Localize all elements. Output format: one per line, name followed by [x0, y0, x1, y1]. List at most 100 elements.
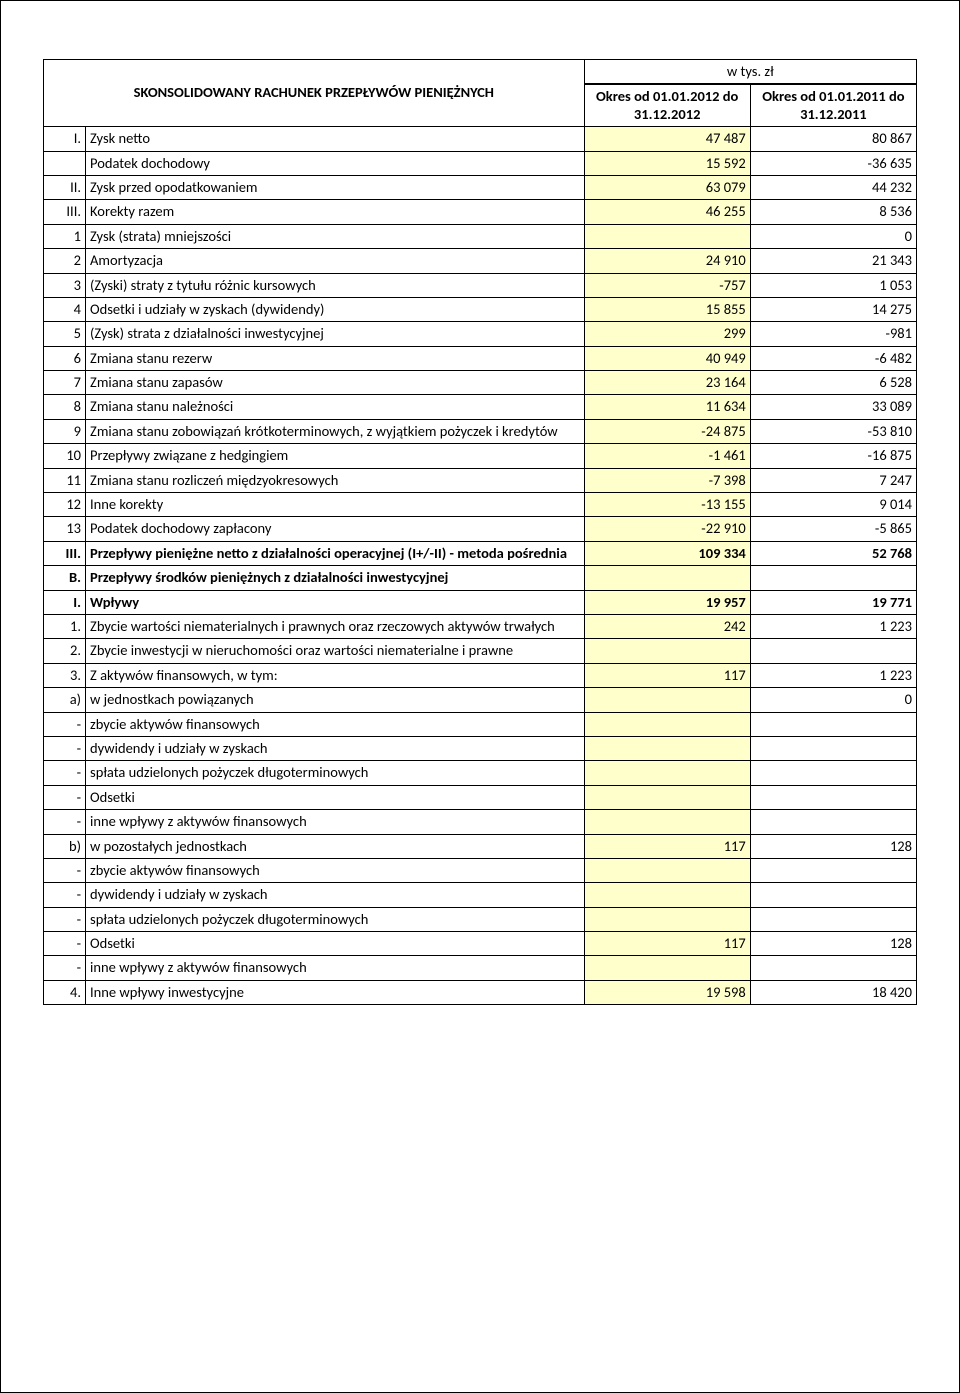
row-value-period1 — [584, 907, 750, 931]
row-label: Zmiana stanu zapasów — [86, 371, 585, 395]
row-value-period2: 18 420 — [750, 980, 916, 1004]
row-value-period1: 117 — [584, 932, 750, 956]
row-value-period1 — [584, 858, 750, 882]
row-index: 1 — [44, 224, 86, 248]
row-label: dywidendy i udziały w zyskach — [86, 736, 585, 760]
row-value-period1: 15 592 — [584, 151, 750, 175]
row-label: Zysk netto — [86, 127, 585, 151]
row-index: - — [44, 712, 86, 736]
row-label: Podatek dochodowy zapłacony — [86, 517, 585, 541]
row-index: 9 — [44, 419, 86, 443]
row-label: Przepływy pieniężne netto z działalności… — [86, 541, 585, 565]
row-index — [44, 151, 86, 175]
table-row: I.Wpływy19 95719 771 — [44, 590, 917, 614]
row-value-period1 — [584, 566, 750, 590]
row-index: B. — [44, 566, 86, 590]
row-label: (Zyski) straty z tytułu różnic kursowych — [86, 273, 585, 297]
row-label: Zbycie inwestycji w nieruchomości oraz w… — [86, 639, 585, 663]
row-index: 3. — [44, 663, 86, 687]
row-value-period2 — [750, 956, 916, 980]
row-value-period2: 128 — [750, 932, 916, 956]
row-value-period2: 21 343 — [750, 249, 916, 273]
row-index: - — [44, 932, 86, 956]
table-row: -zbycie aktywów finansowych — [44, 858, 917, 882]
table-row: 3(Zyski) straty z tytułu różnic kursowyc… — [44, 273, 917, 297]
table-row: 7Zmiana stanu zapasów23 1646 528 — [44, 371, 917, 395]
row-label: Inne wpływy inwestycyjne — [86, 980, 585, 1004]
period-2-header: Okres od 01.01.2011 do 31.12.2011 — [750, 84, 916, 126]
row-value-period1: 299 — [584, 322, 750, 346]
row-value-period2: -981 — [750, 322, 916, 346]
row-value-period1: -24 875 — [584, 419, 750, 443]
row-value-period1: 19 598 — [584, 980, 750, 1004]
row-label: Zbycie wartości niematerialnych i prawny… — [86, 614, 585, 638]
row-label: Odsetki — [86, 932, 585, 956]
row-value-period1 — [584, 761, 750, 785]
row-index: 4 — [44, 297, 86, 321]
row-value-period2: 1 223 — [750, 663, 916, 687]
row-label: Zmiana stanu zobowiązań krótkoterminowyc… — [86, 419, 585, 443]
row-label: Inne korekty — [86, 493, 585, 517]
table-row: -Odsetki — [44, 785, 917, 809]
table-row: b)w pozostałych jednostkach117128 — [44, 834, 917, 858]
row-value-period1 — [584, 883, 750, 907]
row-value-period1: 19 957 — [584, 590, 750, 614]
row-value-period2: 6 528 — [750, 371, 916, 395]
row-value-period2 — [750, 785, 916, 809]
table-row: Podatek dochodowy15 592-36 635 — [44, 151, 917, 175]
row-value-period1: 23 164 — [584, 371, 750, 395]
row-label: Przepływy związane z hedgingiem — [86, 444, 585, 468]
row-value-period1: -13 155 — [584, 493, 750, 517]
row-index: 12 — [44, 493, 86, 517]
row-value-period2 — [750, 810, 916, 834]
row-index: 1. — [44, 614, 86, 638]
row-value-period2: 7 247 — [750, 468, 916, 492]
table-row: a)w jednostkach powiązanych0 — [44, 688, 917, 712]
row-index: II. — [44, 175, 86, 199]
row-value-period1: 47 487 — [584, 127, 750, 151]
row-value-period1: 15 855 — [584, 297, 750, 321]
row-index: 4. — [44, 980, 86, 1004]
row-index: b) — [44, 834, 86, 858]
row-value-period1 — [584, 956, 750, 980]
row-label: w jednostkach powiązanych — [86, 688, 585, 712]
cashflow-table: SKONSOLIDOWANY RACHUNEK PRZEPŁYWÓW PIENI… — [43, 59, 917, 1005]
row-value-period1: 63 079 — [584, 175, 750, 199]
table-row: 13Podatek dochodowy zapłacony-22 910-5 8… — [44, 517, 917, 541]
row-label: zbycie aktywów finansowych — [86, 858, 585, 882]
row-index: 10 — [44, 444, 86, 468]
header-row-currency: SKONSOLIDOWANY RACHUNEK PRZEPŁYWÓW PIENI… — [44, 60, 917, 85]
row-value-period2: 33 089 — [750, 395, 916, 419]
row-label: Przepływy środków pieniężnych z działaln… — [86, 566, 585, 590]
row-value-period1 — [584, 712, 750, 736]
row-index: a) — [44, 688, 86, 712]
row-index: I. — [44, 590, 86, 614]
row-value-period2 — [750, 907, 916, 931]
row-index: - — [44, 956, 86, 980]
row-value-period1 — [584, 810, 750, 834]
period-1-header: Okres od 01.01.2012 do 31.12.2012 — [584, 84, 750, 126]
table-row: 4Odsetki i udziały w zyskach (dywidendy)… — [44, 297, 917, 321]
row-value-period1: 40 949 — [584, 346, 750, 370]
row-value-period1: 117 — [584, 834, 750, 858]
row-value-period2: 80 867 — [750, 127, 916, 151]
row-value-period1: 242 — [584, 614, 750, 638]
table-row: 1Zysk (strata) mniejszości0 — [44, 224, 917, 248]
row-value-period1 — [584, 688, 750, 712]
row-label: Z aktywów finansowych, w tym: — [86, 663, 585, 687]
row-label: Odsetki — [86, 785, 585, 809]
table-row: 3.Z aktywów finansowych, w tym:1171 223 — [44, 663, 917, 687]
row-value-period2: -6 482 — [750, 346, 916, 370]
row-value-period2: -53 810 — [750, 419, 916, 443]
row-value-period2: 19 771 — [750, 590, 916, 614]
row-label: (Zysk) strata z działalności inwestycyjn… — [86, 322, 585, 346]
row-value-period2: 1 223 — [750, 614, 916, 638]
row-value-period2: -36 635 — [750, 151, 916, 175]
row-index: 5 — [44, 322, 86, 346]
row-label: inne wpływy z aktywów finansowych — [86, 956, 585, 980]
table-row: -spłata udzielonych pożyczek długotermin… — [44, 907, 917, 931]
currency-header: w tys. zł — [584, 60, 916, 85]
row-value-period2: -16 875 — [750, 444, 916, 468]
row-index: - — [44, 785, 86, 809]
row-value-period1: -7 398 — [584, 468, 750, 492]
